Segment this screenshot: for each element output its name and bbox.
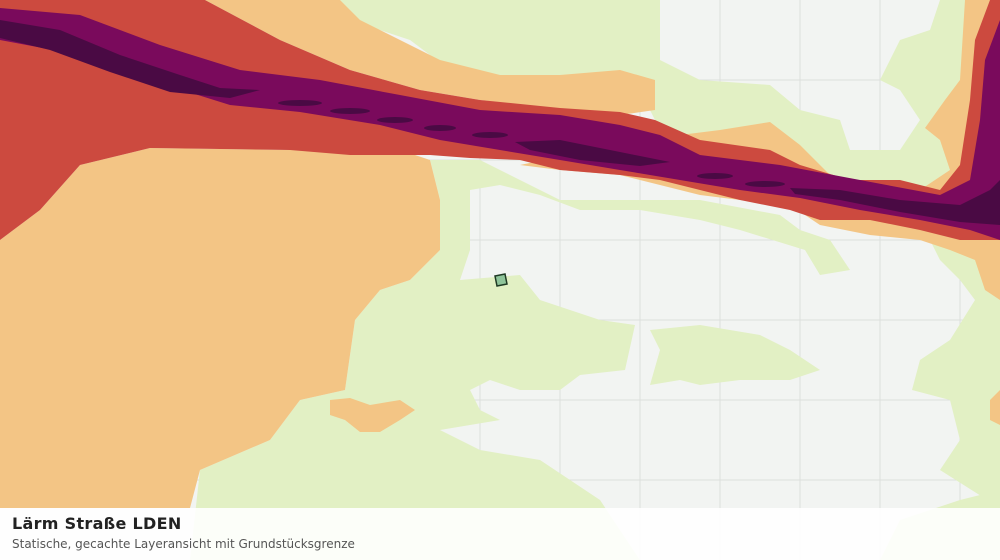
parcel-boundary: [494, 273, 508, 287]
map-title: Lärm Straße LDEN: [12, 514, 182, 533]
caption: Lärm Straße LDEN Statische, gecachte Lay…: [0, 508, 1000, 560]
noise-band-1: [0, 0, 1000, 508]
noise-band-4: [0, 20, 1000, 225]
map-subtitle: Statische, gecachte Layeransicht mit Gru…: [12, 537, 355, 551]
noise-band-3: [0, 8, 1000, 240]
